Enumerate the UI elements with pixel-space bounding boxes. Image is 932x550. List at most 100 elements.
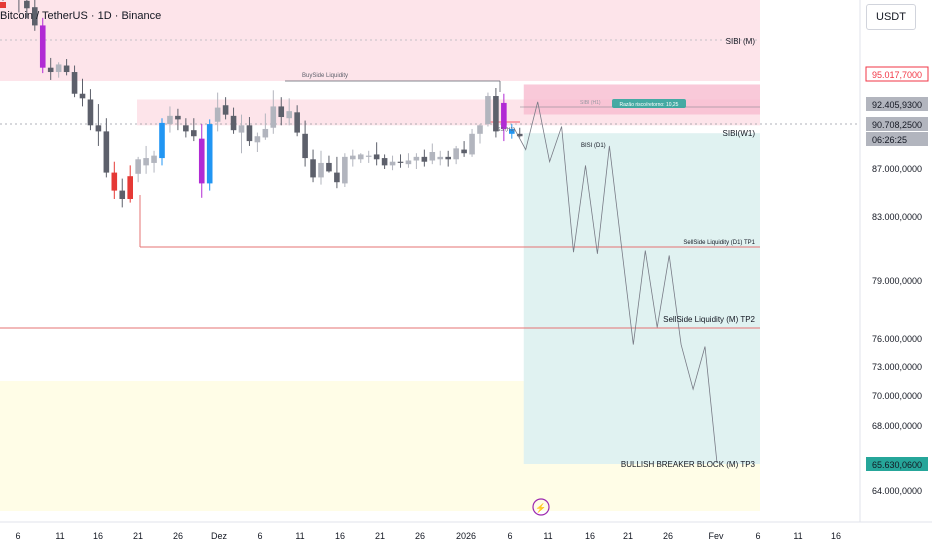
candle-body bbox=[477, 125, 483, 134]
y-tick-label: 68.000,0000 bbox=[872, 421, 922, 431]
candle-body bbox=[501, 102, 507, 129]
x-tick-label: 26 bbox=[663, 531, 673, 541]
candle-body bbox=[63, 65, 70, 73]
candle-body bbox=[413, 156, 420, 161]
candle-body bbox=[79, 93, 86, 99]
currency-button[interactable]: USDT bbox=[866, 4, 916, 30]
candle-body bbox=[461, 149, 467, 154]
candle-body bbox=[167, 115, 173, 125]
x-tick-label: 11 bbox=[295, 531, 304, 541]
candle-body bbox=[421, 156, 428, 162]
x-tick-label: Fev bbox=[708, 531, 724, 541]
candle-body bbox=[381, 158, 388, 166]
candle-body bbox=[262, 128, 269, 138]
x-tick-label: 16 bbox=[335, 531, 345, 541]
price-label-text: 92.405,9300 bbox=[872, 100, 922, 110]
candle-body bbox=[429, 152, 436, 161]
candle-body bbox=[55, 64, 62, 73]
candle-body bbox=[214, 107, 221, 122]
candle-body bbox=[286, 111, 292, 119]
candle-body bbox=[151, 155, 157, 163]
candle-body bbox=[326, 162, 332, 172]
risk-reward-badge bbox=[612, 99, 686, 108]
candle-body bbox=[32, 7, 38, 26]
candle-body bbox=[357, 154, 364, 160]
candle-body bbox=[294, 112, 300, 133]
candle-body bbox=[389, 161, 396, 166]
candle-body bbox=[47, 67, 54, 73]
projection-path bbox=[513, 101, 718, 463]
candle-body bbox=[127, 176, 133, 199]
symbol-title[interactable]: Bitcoin / TetherUS · 1D · Binance bbox=[0, 10, 162, 22]
y-tick-label: 87.000,0000 bbox=[872, 164, 922, 174]
candle-body bbox=[71, 72, 78, 94]
red-indicator-icon bbox=[0, 2, 6, 8]
x-tick-label: 16 bbox=[585, 531, 595, 541]
candle-body bbox=[119, 190, 126, 199]
x-tick-label: 6 bbox=[507, 531, 512, 541]
breaker-block-label: BULLISH BREAKER BLOCK (M) TP3 bbox=[621, 460, 756, 469]
y-tick-label: 76.000,0000 bbox=[872, 334, 922, 344]
candle-body bbox=[469, 133, 475, 155]
candle-body bbox=[405, 160, 412, 165]
candle-body bbox=[485, 96, 491, 125]
y-tick-label: 83.000,0000 bbox=[872, 212, 922, 222]
risk-reward-text: Razão risco/retorno: 10,25 bbox=[620, 102, 679, 108]
flash-icon bbox=[532, 498, 550, 516]
candle-body bbox=[278, 106, 285, 118]
candle-body bbox=[445, 156, 451, 160]
x-tick-label: 16 bbox=[93, 531, 103, 541]
candle-body bbox=[509, 128, 515, 134]
x-tick-label: 26 bbox=[173, 531, 183, 541]
x-tick-label: 6 bbox=[15, 531, 20, 541]
price-label-box bbox=[866, 456, 928, 471]
candle-body bbox=[230, 115, 237, 131]
buyside-label: BuySide Liquidity bbox=[302, 73, 348, 79]
x-tick-label: 21 bbox=[133, 531, 143, 541]
y-tick-label: 73.000,0000 bbox=[872, 362, 922, 372]
candle-body bbox=[206, 124, 213, 184]
candle-body bbox=[143, 158, 149, 166]
candle-body bbox=[350, 155, 356, 160]
candle-body bbox=[365, 155, 372, 157]
candle-body bbox=[87, 99, 94, 126]
price-label-box bbox=[866, 116, 928, 131]
x-tick-label: 2026 bbox=[456, 531, 476, 541]
candle-body bbox=[254, 136, 261, 143]
sibi-m-label: SIBI (M) bbox=[726, 37, 756, 46]
candle-body bbox=[493, 96, 499, 132]
candle-body bbox=[310, 159, 316, 178]
x-tick-label: 11 bbox=[55, 531, 64, 541]
y-tick-label: 64.000,0000 bbox=[872, 486, 922, 496]
candle-body bbox=[453, 148, 459, 160]
price-label-text: 90.708,2500 bbox=[872, 120, 922, 130]
candle-body bbox=[270, 106, 277, 128]
candle-body bbox=[334, 172, 340, 183]
price-label-text: 06:26:25 bbox=[872, 135, 907, 145]
x-tick-label: 16 bbox=[831, 531, 841, 541]
price-label-box bbox=[866, 97, 928, 112]
price-label-box bbox=[866, 132, 928, 146]
x-tick-label: 26 bbox=[415, 531, 425, 541]
candle-body bbox=[103, 131, 110, 173]
x-tick-label: 21 bbox=[375, 531, 385, 541]
x-tick-label: 11 bbox=[543, 531, 552, 541]
take-profit-zone bbox=[523, 133, 760, 464]
sibi-h1-label: SIBI (H1) bbox=[580, 100, 601, 106]
x-tick-label: 6 bbox=[257, 531, 262, 541]
candle-body bbox=[302, 133, 308, 159]
mss-label: MSS (H1) bbox=[493, 127, 515, 133]
candle-body bbox=[373, 154, 380, 160]
price-label-text: 95.017,7000 bbox=[872, 70, 922, 80]
time-axis-panel bbox=[0, 522, 932, 550]
supply-zone-monthly bbox=[0, 0, 760, 81]
sellside-m-label: SellSide Liquidity (M) TP2 bbox=[663, 315, 755, 324]
candle-body bbox=[222, 105, 229, 115]
y-tick-label: 79.000,0000 bbox=[872, 276, 922, 286]
candle-body bbox=[318, 162, 324, 178]
x-tick-label: 21 bbox=[623, 531, 633, 541]
candle-body bbox=[191, 130, 197, 137]
candle-body bbox=[437, 156, 444, 160]
